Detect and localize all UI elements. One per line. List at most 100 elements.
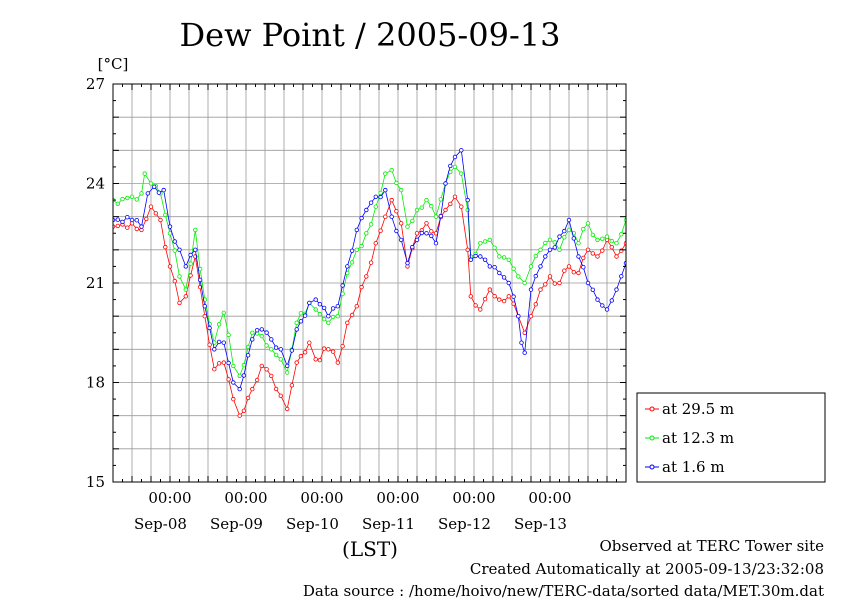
- data-point: [672, 202, 676, 206]
- data-point: [302, 313, 308, 318]
- data-point: [576, 240, 581, 246]
- data-point: [547, 247, 553, 252]
- data-point: [241, 408, 247, 413]
- data-point: [373, 194, 378, 199]
- data-point: [414, 237, 420, 243]
- data-point: [120, 219, 125, 225]
- data-point: [576, 254, 581, 259]
- data-point: [478, 307, 483, 312]
- data-point: [373, 204, 378, 209]
- data-point: [399, 237, 404, 243]
- data-point: [115, 223, 120, 229]
- data-point: [634, 222, 638, 226]
- data-point: [163, 244, 168, 250]
- data-point: [294, 327, 299, 332]
- data-point: [511, 266, 516, 271]
- data-point: [345, 320, 350, 325]
- data-point: [677, 193, 681, 197]
- legend-item: at 29.5 m: [645, 400, 734, 418]
- data-point: [511, 294, 516, 299]
- data-point: [193, 247, 198, 252]
- data-point: [581, 226, 586, 232]
- legend: at 29.5 m at 12.3 m at 1.6 m: [636, 392, 826, 483]
- data-point: [694, 182, 698, 186]
- data-point: [172, 239, 177, 244]
- data-point: [562, 228, 567, 234]
- data-point: [321, 316, 327, 322]
- data-point: [335, 314, 340, 319]
- data-point: [294, 320, 299, 325]
- data-point: [134, 217, 139, 223]
- data-point: [307, 300, 312, 306]
- data-point: [585, 221, 591, 226]
- data-point: [188, 273, 193, 278]
- data-point: [188, 261, 193, 266]
- x-tick-label-day: Sep-11: [362, 515, 415, 533]
- data-point: [497, 270, 502, 276]
- data-point: [183, 287, 188, 292]
- data-point: [245, 353, 251, 358]
- footer-site-note: Observed at TERC Tower site: [599, 537, 824, 555]
- data-point: [237, 413, 242, 418]
- data-point: [317, 357, 323, 363]
- data-point: [478, 254, 483, 259]
- data-point: [522, 280, 527, 286]
- data-point: [269, 373, 274, 379]
- data-point: [590, 251, 595, 256]
- data-point: [359, 284, 364, 290]
- x-tick-label-time: 00:00: [452, 489, 495, 507]
- data-point: [273, 386, 279, 392]
- x-tick-label-day: Sep-13: [514, 515, 567, 533]
- data-point: [368, 260, 374, 265]
- data-point: [399, 221, 404, 226]
- data-point: [378, 194, 383, 200]
- data-point: [330, 306, 336, 311]
- data-point: [216, 339, 222, 345]
- data-point: [688, 139, 692, 143]
- x-tick-label-time: 00:00: [300, 489, 343, 507]
- data-point: [677, 194, 681, 198]
- data-point: [245, 395, 251, 401]
- data-point: [609, 238, 614, 244]
- data-point: [354, 304, 359, 309]
- y-tick-label: 18: [86, 374, 105, 392]
- data-point: [552, 245, 557, 250]
- data-point: [289, 383, 295, 388]
- data-point: [562, 268, 567, 273]
- data-point: [648, 256, 652, 260]
- data-point: [212, 367, 217, 372]
- data-point: [492, 245, 497, 250]
- data-point: [221, 360, 226, 365]
- data-point: [125, 214, 130, 220]
- data-point: [330, 349, 336, 354]
- data-point: [148, 181, 154, 186]
- data-point: [245, 344, 251, 350]
- data-point: [269, 347, 274, 352]
- data-point: [389, 197, 394, 203]
- data-point: [419, 230, 424, 236]
- data-point: [259, 327, 264, 332]
- data-point: [487, 237, 492, 243]
- data-point: [226, 377, 231, 382]
- data-point: [639, 213, 643, 217]
- data-point: [151, 184, 157, 189]
- data-point: [538, 287, 543, 292]
- data-point: [340, 283, 345, 288]
- data-point: [700, 168, 704, 172]
- data-point: [497, 254, 502, 259]
- data-point: [443, 207, 448, 213]
- data-point: [177, 274, 182, 279]
- data-point: [681, 198, 685, 202]
- data-point: [459, 148, 464, 153]
- data-point: [326, 314, 331, 319]
- data-point: [465, 197, 470, 203]
- data-point: [125, 225, 130, 230]
- data-point: [433, 240, 439, 246]
- data-point: [177, 300, 182, 306]
- legend-marker: [649, 464, 655, 470]
- data-point: [672, 255, 676, 259]
- data-point: [672, 222, 676, 226]
- data-point: [264, 367, 269, 372]
- data-point: [167, 231, 173, 236]
- data-point: [629, 230, 633, 234]
